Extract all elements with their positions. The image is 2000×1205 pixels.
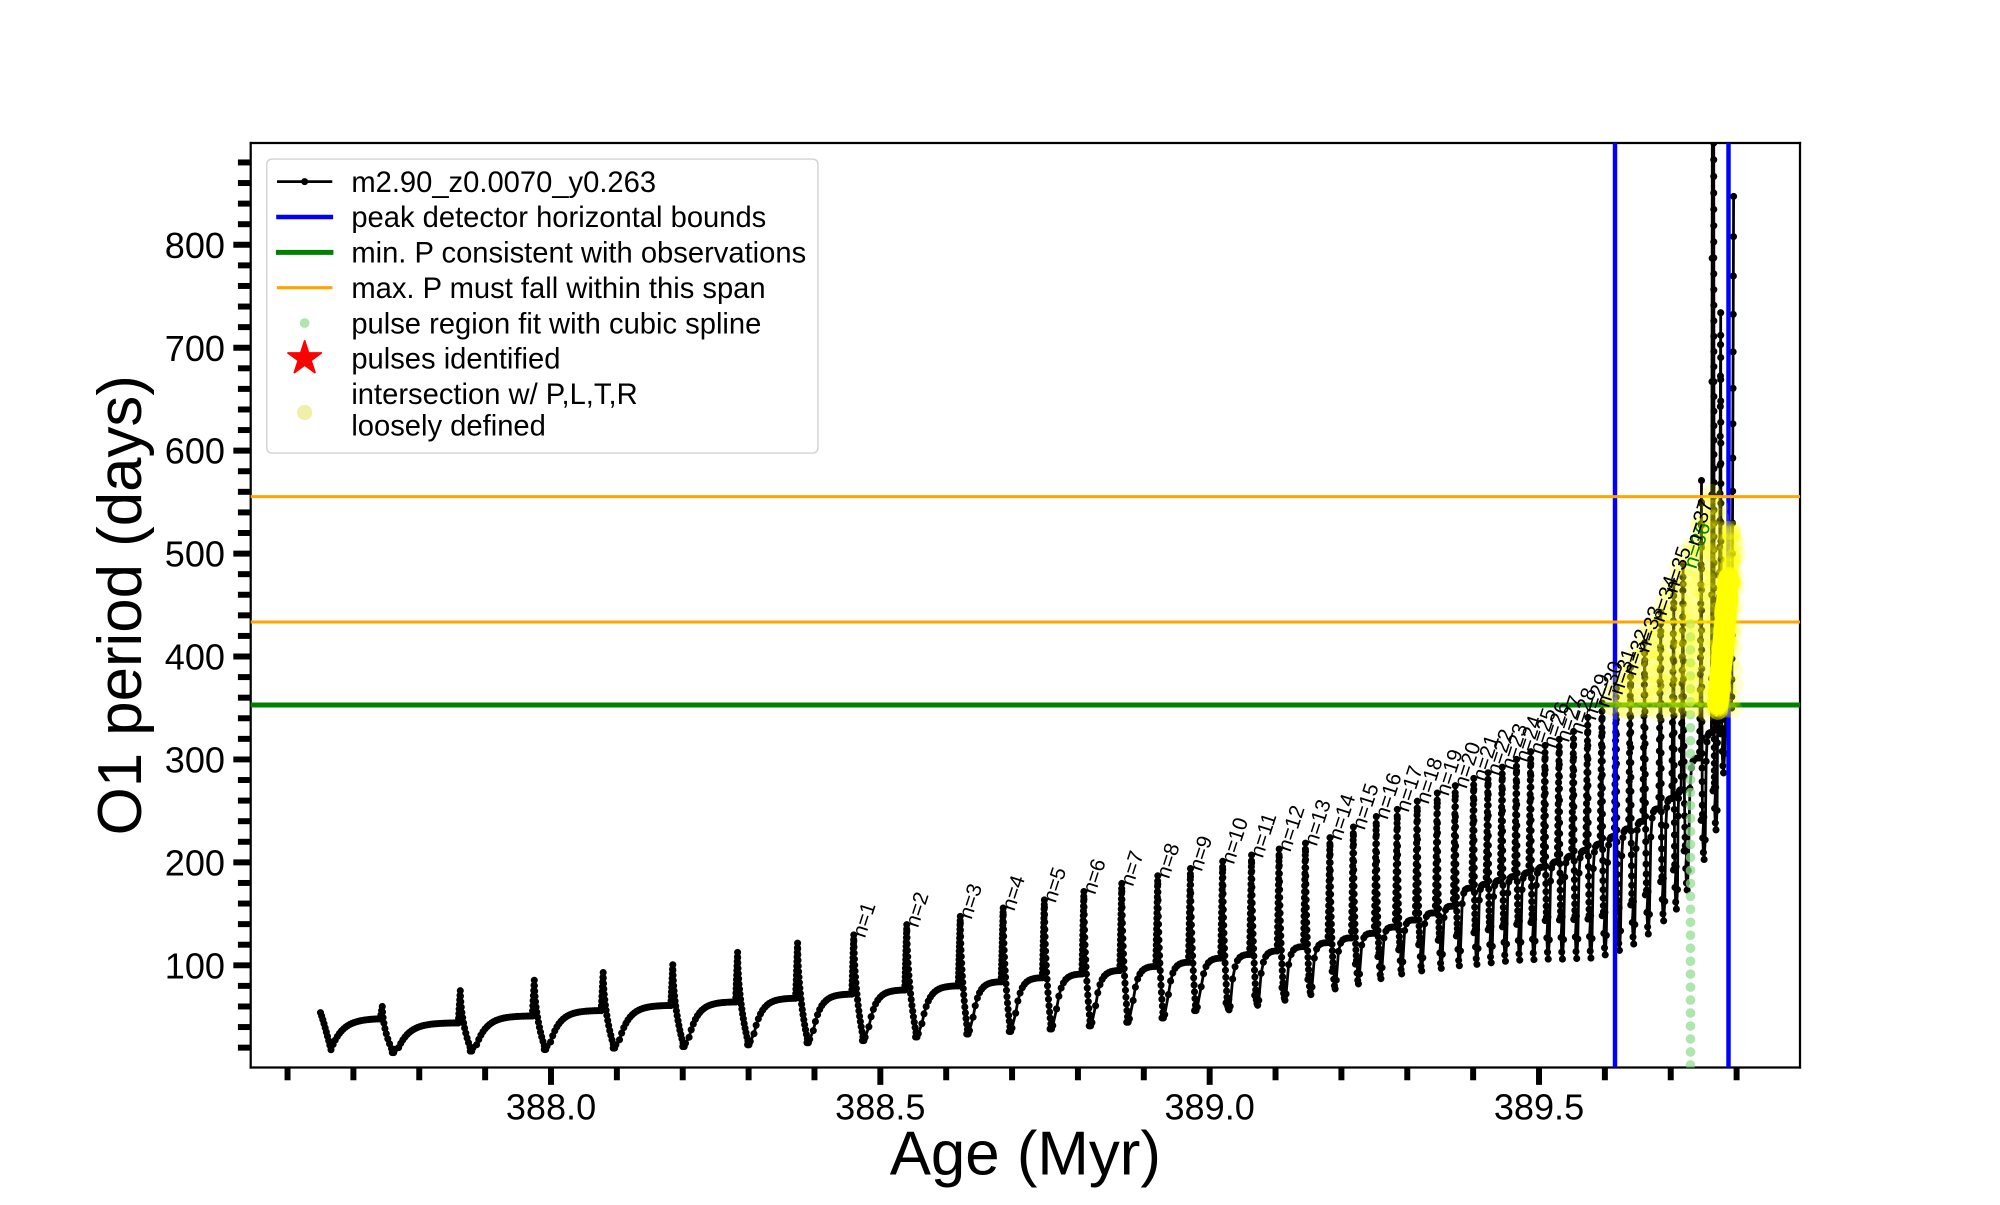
svg-text:max. P must fall within this s: max. P must fall within this span — [351, 273, 765, 305]
svg-text:800: 800 — [165, 225, 225, 266]
svg-text:300: 300 — [165, 740, 225, 781]
svg-text:389.0: 389.0 — [1164, 1086, 1254, 1127]
svg-text:Age (Myr): Age (Myr) — [890, 1119, 1161, 1188]
svg-text:pulses identified: pulses identified — [351, 344, 560, 376]
svg-text:600: 600 — [165, 431, 225, 472]
svg-text:389.5: 389.5 — [1494, 1086, 1584, 1127]
svg-text:loosely defined: loosely defined — [351, 410, 546, 442]
svg-text:min. P consistent with observa: min. P consistent with observations — [351, 238, 806, 270]
svg-text:m2.90_z0.0070_y0.263: m2.90_z0.0070_y0.263 — [351, 167, 656, 199]
svg-text:pulse region fit with cubic sp: pulse region fit with cubic spline — [351, 308, 761, 340]
svg-text:intersection w/ P,L,T,R: intersection w/ P,L,T,R — [351, 379, 637, 411]
svg-text:peak detector horizontal bound: peak detector horizontal bounds — [351, 202, 766, 234]
svg-text:388.0: 388.0 — [506, 1086, 596, 1127]
svg-text:700: 700 — [165, 328, 225, 369]
svg-text:400: 400 — [165, 637, 225, 678]
svg-text:200: 200 — [165, 842, 225, 883]
svg-text:100: 100 — [165, 945, 225, 986]
svg-text:500: 500 — [165, 534, 225, 575]
svg-text:O1 period (days): O1 period (days) — [86, 375, 155, 835]
svg-text:388.5: 388.5 — [835, 1086, 925, 1127]
